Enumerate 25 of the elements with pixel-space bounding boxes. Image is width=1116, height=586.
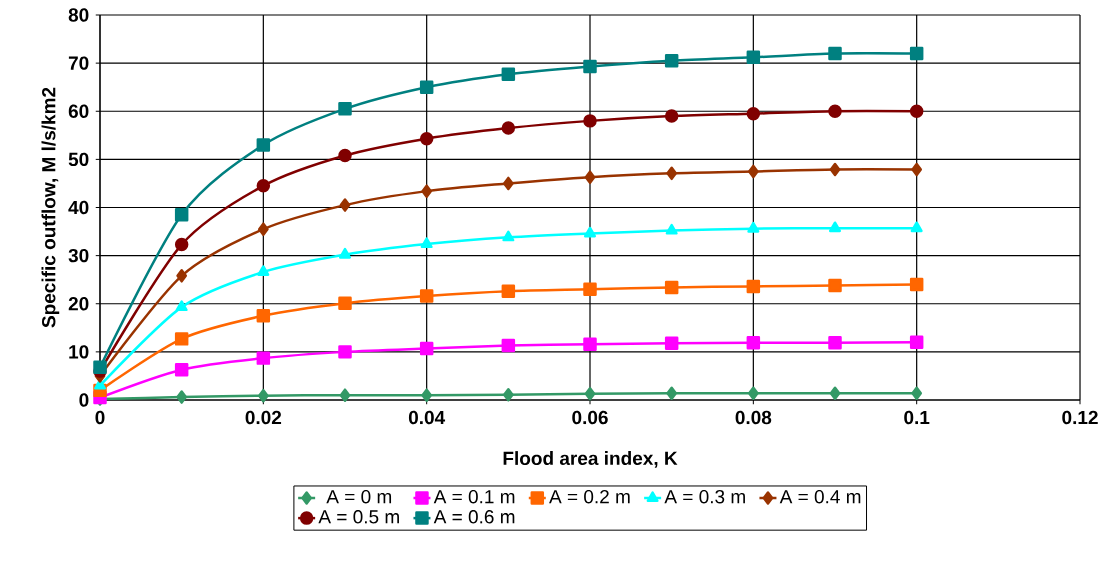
legend-label: A = 0.2 m bbox=[549, 489, 630, 504]
legend-label: A = 0 m bbox=[326, 489, 392, 504]
x-tick-label: 0.06 bbox=[572, 410, 608, 425]
x-tick-label: 0 bbox=[95, 410, 105, 425]
y-tick-label: 60 bbox=[68, 104, 89, 118]
y-tick-label: 20 bbox=[68, 297, 89, 311]
y-tick-label: 80 bbox=[68, 8, 89, 22]
y-tick-label: 0 bbox=[79, 393, 89, 407]
x-tick-label: 0.1 bbox=[904, 410, 930, 425]
y-tick-label: 10 bbox=[69, 345, 89, 359]
legend-label: A = 0.1 m bbox=[433, 489, 515, 504]
y-tick-label: 40 bbox=[68, 200, 89, 215]
y-tick-label: 70 bbox=[68, 56, 89, 70]
y-tick-label: 30 bbox=[68, 248, 89, 263]
x-tick-label: 0.04 bbox=[408, 410, 446, 425]
y-tick-label: 50 bbox=[68, 152, 89, 167]
x-tick-label: 0.08 bbox=[735, 410, 772, 425]
x-tick-label: 0.02 bbox=[245, 410, 282, 425]
legend-label: A = 0.6 m bbox=[433, 510, 515, 524]
x-tick-label: 0.12 bbox=[1062, 410, 1098, 425]
x-axis-title: Flood area index, K bbox=[503, 451, 678, 468]
legend-label: A = 0.3 m bbox=[664, 489, 745, 504]
y-axis-title: Specific outflow, M l/s/km2 bbox=[41, 87, 60, 328]
legend-label: A = 0.5 m bbox=[318, 510, 399, 524]
legend-label: A = 0.4 m bbox=[779, 489, 861, 504]
